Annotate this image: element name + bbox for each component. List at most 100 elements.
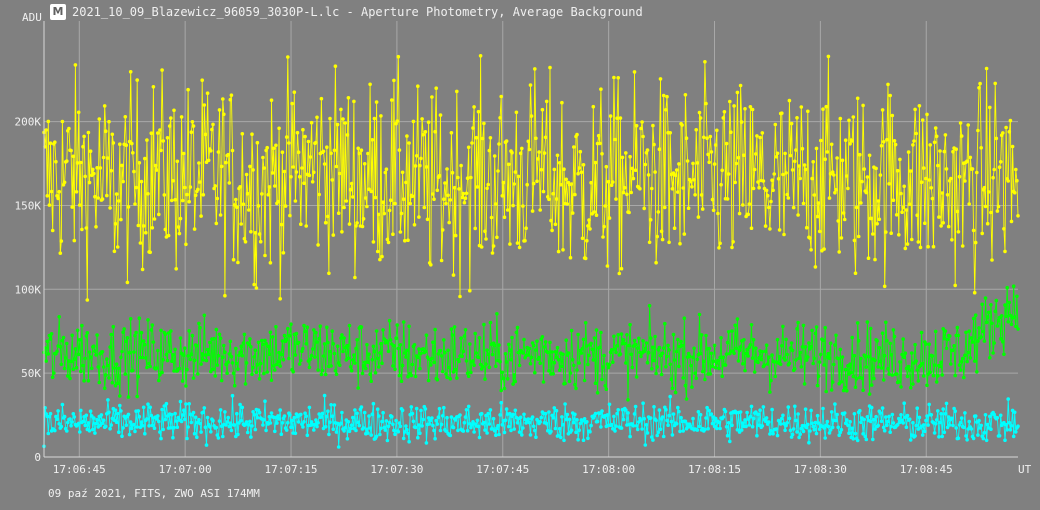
data-point [833, 190, 837, 195]
data-point [810, 328, 814, 333]
data-point [349, 423, 354, 428]
data-point [92, 171, 96, 176]
data-point [189, 352, 194, 357]
data-point [569, 182, 574, 186]
data-point [711, 208, 716, 213]
data-point [543, 340, 548, 344]
data-point [266, 192, 271, 197]
data-point [338, 171, 342, 176]
data-point [860, 376, 864, 381]
data-point [303, 134, 307, 139]
data-point [788, 153, 793, 158]
data-point [108, 345, 112, 349]
data-point [646, 350, 651, 355]
data-point [433, 436, 437, 441]
data-point [664, 407, 668, 412]
data-point [188, 357, 193, 362]
data-point [852, 353, 857, 358]
data-point [946, 415, 951, 419]
data-point [848, 362, 852, 367]
data-point [433, 129, 437, 134]
data-point [767, 205, 771, 210]
data-point [481, 136, 485, 141]
data-point [235, 205, 239, 209]
data-point [391, 232, 395, 236]
data-point [95, 417, 99, 422]
data-point [877, 217, 882, 222]
data-point [229, 93, 234, 97]
data-point [976, 128, 980, 133]
data-point [538, 420, 542, 424]
data-point [746, 354, 750, 358]
data-point [890, 113, 895, 118]
data-point [269, 378, 274, 383]
data-point [130, 141, 134, 146]
data-point [255, 415, 260, 420]
data-point [855, 96, 860, 101]
data-point [588, 227, 592, 231]
data-point [551, 416, 555, 420]
data-point [466, 145, 471, 150]
data-point [694, 376, 698, 381]
data-point [546, 428, 550, 433]
x-tick-label: 17:07:45 [476, 463, 529, 476]
data-point [463, 415, 468, 419]
data-point [245, 430, 250, 435]
data-point [310, 180, 315, 184]
data-point [951, 348, 955, 353]
data-point [211, 367, 215, 372]
data-point [957, 363, 962, 367]
data-point [100, 421, 105, 426]
data-point [632, 338, 637, 343]
data-point [495, 312, 499, 316]
data-point [171, 178, 175, 183]
data-point [503, 418, 508, 423]
data-point [576, 437, 580, 442]
data-point [549, 218, 553, 223]
data-point [692, 346, 696, 351]
data-point [278, 364, 283, 368]
data-point [777, 419, 782, 424]
data-point [611, 360, 615, 365]
data-point [712, 162, 717, 166]
data-point [396, 346, 401, 351]
data-point [456, 175, 460, 180]
data-point [215, 363, 220, 367]
data-point [626, 411, 630, 415]
data-point [86, 379, 91, 383]
data-point [672, 226, 677, 230]
data-point [122, 327, 126, 331]
data-point [214, 425, 219, 430]
data-point [270, 171, 275, 175]
data-point [544, 421, 549, 426]
data-point [466, 374, 471, 379]
data-point [113, 383, 118, 388]
data-point [973, 414, 978, 418]
data-point [500, 423, 505, 427]
data-point [117, 430, 121, 435]
data-point [723, 363, 728, 367]
data-point [208, 425, 212, 429]
data-point [483, 229, 487, 233]
data-point [586, 362, 590, 367]
data-point [528, 83, 533, 87]
data-point [875, 222, 879, 226]
data-point [424, 441, 429, 445]
data-point [161, 427, 165, 432]
data-point [650, 186, 654, 191]
data-point [365, 204, 369, 209]
data-point [913, 434, 917, 438]
data-point [223, 410, 227, 414]
data-point [356, 420, 361, 425]
data-point [886, 419, 890, 424]
data-point [487, 365, 492, 370]
data-point [898, 157, 902, 162]
data-point [378, 257, 382, 262]
data-point [349, 181, 354, 186]
data-point [615, 344, 619, 348]
data-point [230, 361, 235, 365]
data-point [494, 433, 498, 438]
data-point [109, 168, 113, 173]
data-point [703, 377, 707, 382]
